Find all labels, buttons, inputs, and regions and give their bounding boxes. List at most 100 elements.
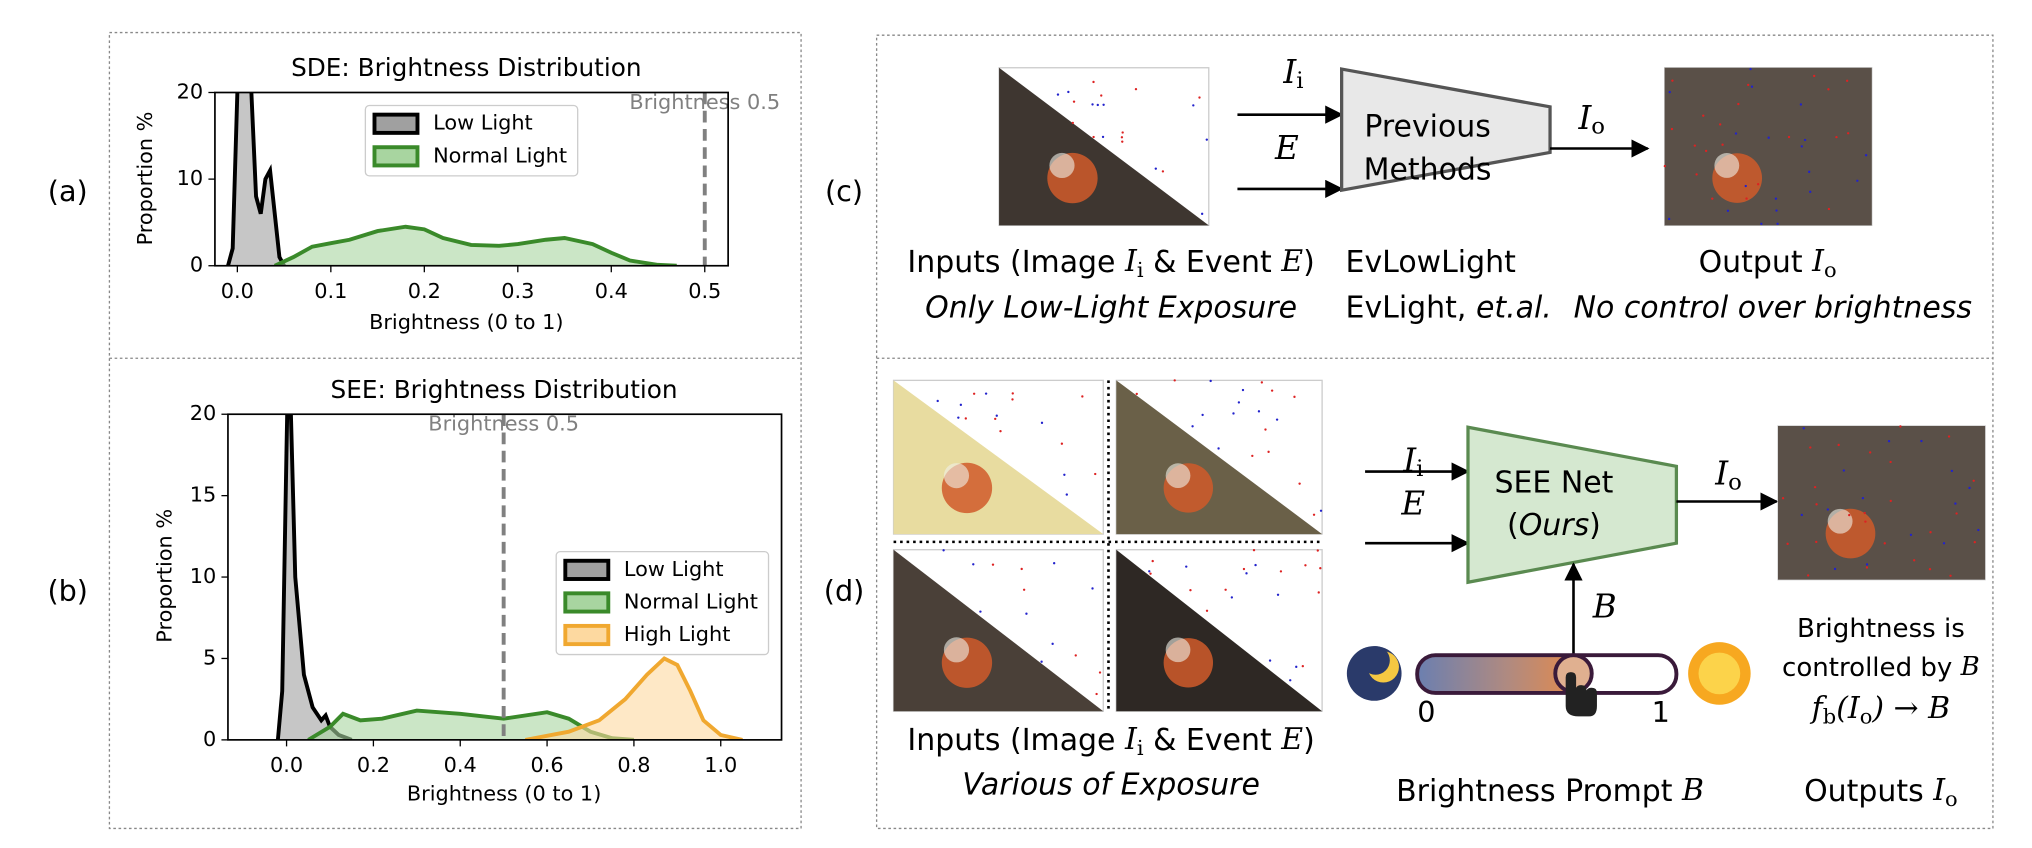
event-dot	[1889, 499, 1892, 503]
y-tick-label: 15	[190, 483, 217, 507]
event-dot	[1270, 389, 1274, 392]
event-dot	[1799, 103, 1803, 106]
event-dot	[1081, 395, 1084, 398]
event-dot	[1252, 548, 1256, 552]
event-dot	[1837, 443, 1840, 447]
x-tick-label: 0.2	[357, 753, 390, 777]
event-dot	[1267, 450, 1270, 453]
event-dot	[1913, 559, 1916, 562]
event-dot	[1268, 659, 1272, 662]
event-dot	[1667, 217, 1671, 221]
y-tick-label: 0	[203, 727, 216, 751]
event-dot	[1868, 451, 1872, 454]
caption: Previous	[1364, 109, 1491, 144]
text-span: )	[1303, 723, 1315, 758]
event-dot	[1826, 508, 1830, 511]
event-dot	[1251, 454, 1254, 458]
event-dot	[1955, 512, 1958, 515]
event-dot	[1094, 472, 1097, 476]
event-dot	[1217, 447, 1220, 450]
block	[1466, 425, 1679, 585]
event-dot	[1950, 469, 1954, 473]
event-dot	[1096, 103, 1099, 107]
text-span: EvLight,	[1346, 290, 1476, 325]
event-dot	[1135, 392, 1138, 396]
event-dot	[1745, 197, 1748, 200]
event-dot	[1721, 143, 1724, 146]
event-dot	[1279, 570, 1283, 573]
text-span: B	[1592, 587, 1617, 625]
event-dot	[1154, 167, 1157, 170]
image-object	[1714, 153, 1740, 178]
caption: fb(Io) → B	[1810, 691, 1950, 728]
text-span: Inputs (Image	[907, 723, 1125, 758]
event-dot	[1121, 131, 1124, 134]
event-dot	[1237, 401, 1241, 404]
event-dot	[1060, 442, 1064, 445]
event-dot	[1091, 103, 1094, 106]
event-dot	[994, 417, 997, 421]
event-dot	[1241, 388, 1245, 392]
caption: Only Low-Light Exposure	[925, 290, 1297, 325]
event-dot	[1775, 209, 1778, 212]
event-dot	[1121, 140, 1124, 143]
density-line	[226, 92, 286, 266]
event-dot	[1806, 574, 1810, 577]
text-span: B	[1681, 773, 1704, 808]
text-span: (	[1507, 508, 1519, 543]
event-dot	[1920, 439, 1923, 443]
event-dot	[1316, 549, 1319, 552]
x-tick-label: 0.5	[688, 279, 721, 303]
y-tick-label: 10	[190, 564, 217, 588]
event-dot	[1101, 135, 1105, 139]
x-tick-label: 0.0	[270, 753, 303, 777]
event-dot	[1025, 612, 1028, 615]
text-span: & Event	[1144, 723, 1282, 758]
event-dot	[1711, 197, 1714, 200]
event-dot	[1254, 563, 1257, 567]
event-dot	[1954, 502, 1957, 505]
image-scene	[1778, 425, 1986, 580]
caption: Io	[1577, 98, 1605, 139]
caption: controlled by B	[1782, 652, 1980, 683]
caption: Ii	[1282, 53, 1303, 94]
image-thumbnail	[1115, 379, 1323, 535]
slider-label: 0	[1417, 695, 1435, 729]
panel-frame	[108, 31, 802, 830]
event-dot	[1319, 567, 1322, 570]
event-dot	[1726, 209, 1730, 212]
density-line	[273, 224, 677, 266]
event-dot	[1845, 79, 1849, 82]
event-dot	[1230, 596, 1234, 599]
text-span: i	[1137, 257, 1144, 281]
legend-swatch	[563, 558, 611, 581]
x-tick-label: 0.2	[408, 279, 441, 303]
event-dot	[1040, 421, 1044, 425]
image-thumbnail	[1777, 425, 1986, 581]
event-dot	[959, 403, 963, 407]
event-dot	[1312, 513, 1316, 516]
event-dot	[1224, 588, 1227, 591]
event-dot	[1011, 398, 1014, 401]
event-dot	[1928, 567, 1932, 571]
event-dot	[1809, 190, 1812, 194]
event-dot	[1734, 132, 1738, 135]
event-dot	[1200, 212, 1204, 216]
event-dot	[1134, 88, 1138, 91]
image-thumbnail	[892, 379, 1104, 535]
x-tick-label: 0.3	[501, 279, 534, 303]
text-span: I	[1124, 244, 1138, 279]
event-dot	[1813, 74, 1816, 78]
caption: SEE Net	[1495, 465, 1614, 500]
event-dot	[1899, 425, 1902, 428]
text-span: B	[1927, 691, 1950, 726]
event-dot	[1856, 179, 1859, 182]
text-span: o	[1945, 786, 1958, 810]
text-span: )	[1303, 245, 1315, 280]
event-dot	[936, 399, 939, 403]
caption: E	[1274, 128, 1299, 166]
text-span: Previous	[1364, 109, 1491, 144]
text-span: controlled by	[1782, 653, 1961, 683]
event-dot	[1704, 149, 1708, 153]
